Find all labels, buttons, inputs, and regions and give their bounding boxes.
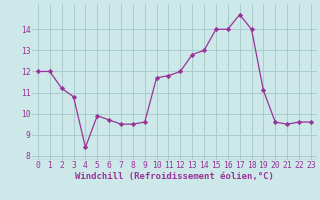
X-axis label: Windchill (Refroidissement éolien,°C): Windchill (Refroidissement éolien,°C) [75,172,274,181]
